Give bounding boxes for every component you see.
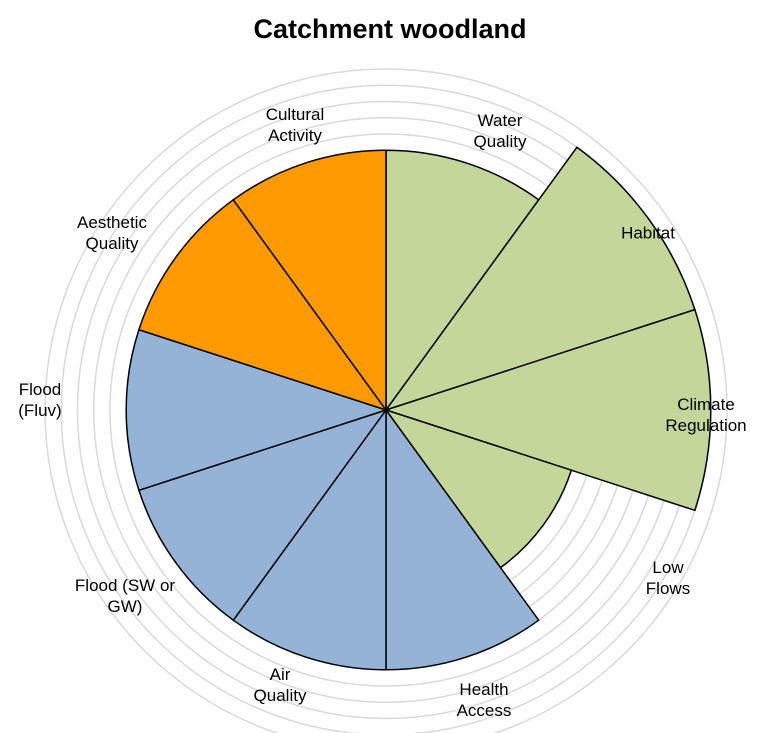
sector [137, 408, 388, 622]
category-label: Cultural Activity [265, 105, 325, 145]
category-label: Water Quality [473, 111, 527, 151]
category-label: Low Flows [645, 558, 691, 598]
sector [384, 146, 696, 412]
sector [232, 149, 387, 413]
sector [384, 408, 573, 569]
sector [385, 149, 540, 413]
category-label: Flood (SW or GW) [74, 576, 176, 616]
category-label: Habitat [621, 223, 675, 243]
sector [137, 198, 388, 412]
chart-title: Catchment woodland [253, 14, 527, 44]
category-label: Climate Regulation [665, 395, 747, 435]
category-label: Aesthetic Quality [77, 213, 147, 253]
category-label: Health Access [456, 680, 512, 720]
sector [232, 407, 387, 671]
grid-circle [44, 68, 728, 733]
sector [385, 407, 540, 671]
sector [125, 328, 389, 492]
category-label: Flood (Fluv) [18, 380, 62, 420]
category-label: Air Quality [253, 665, 307, 705]
sector [383, 308, 712, 512]
